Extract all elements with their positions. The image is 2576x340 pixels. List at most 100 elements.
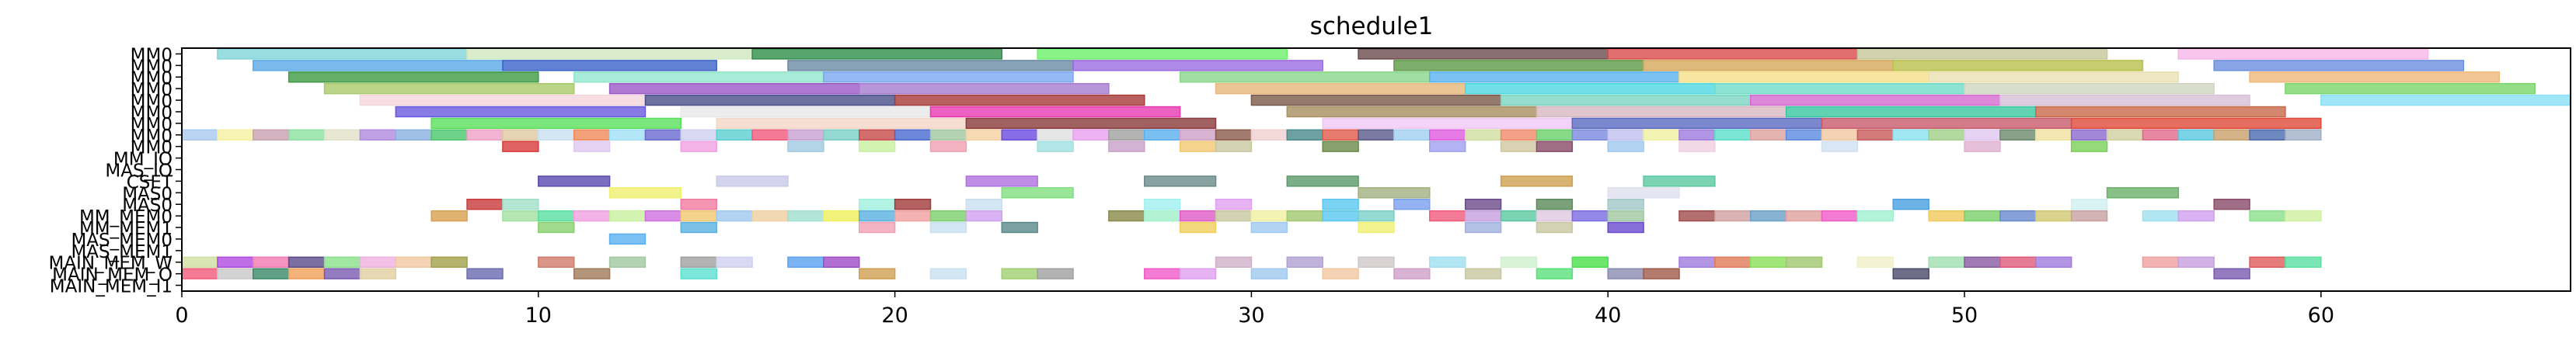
task-bar <box>430 210 468 222</box>
task-bar <box>1535 221 1574 234</box>
task-bar <box>2106 129 2144 141</box>
task-bar <box>1571 117 1823 130</box>
task-bar <box>1999 210 2037 222</box>
task-bar <box>823 256 860 268</box>
task-bar <box>1464 199 1502 210</box>
task-bar <box>1108 141 1145 152</box>
task-bar <box>466 199 504 210</box>
task-bar <box>608 129 647 141</box>
task-bar <box>1928 129 1965 141</box>
task-bar <box>858 82 1110 95</box>
task-bar <box>965 129 1003 141</box>
task-bar <box>929 210 967 222</box>
y-tick-label: MAS_IO <box>105 161 173 182</box>
task-bar <box>323 129 361 141</box>
y-tick-label: MAS_MEM0 <box>71 231 173 251</box>
task-bar <box>1928 210 1965 222</box>
task-bar <box>2285 256 2322 268</box>
task-bar <box>644 129 682 141</box>
task-bar <box>1037 129 1074 141</box>
x-tick-label: 50 <box>1951 304 1978 328</box>
task-bar <box>608 187 682 199</box>
task-bar <box>680 268 717 279</box>
task-bar <box>1821 210 1859 222</box>
x-tick-label: 10 <box>525 304 552 328</box>
task-bars <box>181 48 2571 279</box>
task-bar <box>1001 187 1074 199</box>
task-bar <box>1179 210 1217 222</box>
task-bar <box>1037 141 1074 152</box>
task-bar <box>1464 268 1502 279</box>
task-bar <box>430 117 682 130</box>
task-bar <box>502 141 539 152</box>
task-bar <box>2213 60 2465 71</box>
task-bar <box>1500 256 1538 268</box>
task-bar <box>1749 210 1787 222</box>
task-bar <box>1964 82 2215 95</box>
y-tick-label: MAS_MEM1 <box>71 242 173 262</box>
task-bar <box>1856 256 1895 268</box>
task-bar <box>929 141 967 152</box>
task-bar <box>608 210 647 222</box>
task-bar <box>787 256 824 268</box>
task-bar <box>288 268 326 279</box>
y-tick-label: MM0 <box>131 57 173 77</box>
task-bar <box>1072 60 1323 71</box>
task-bar <box>1535 268 1574 279</box>
task-bar <box>1250 94 1502 106</box>
task-bar <box>538 256 575 268</box>
task-bar <box>1678 256 1716 268</box>
x-tick-label: 60 <box>2308 304 2334 328</box>
task-bar <box>1500 175 1574 187</box>
task-bar <box>787 141 824 152</box>
task-bar <box>1607 48 1859 60</box>
task-bar <box>716 117 967 130</box>
task-bar <box>858 221 896 234</box>
task-bar <box>502 129 539 141</box>
task-bar <box>1393 60 1644 71</box>
task-bar <box>1892 199 1929 210</box>
task-bar <box>1964 256 2001 268</box>
task-bar <box>538 221 575 234</box>
task-bar <box>1821 129 1859 141</box>
task-bar <box>395 106 647 118</box>
task-bar <box>1001 268 1038 279</box>
task-bar <box>787 210 824 222</box>
task-bar <box>2106 187 2180 199</box>
y-tick-label: MM0 <box>131 80 173 100</box>
y-tick-label: MAIN_MEM_I1 <box>50 277 173 297</box>
task-bar <box>253 129 290 141</box>
task-bar <box>2320 94 2571 106</box>
task-bar <box>1892 129 1929 141</box>
x-axis-ticks: 0 10 20 30 40 50 60 <box>175 291 2334 328</box>
task-bar <box>1535 106 1787 118</box>
y-tick-label: MM0 <box>131 115 173 135</box>
task-bar <box>1179 141 1217 152</box>
task-bar <box>1571 256 1609 268</box>
task-bar <box>1215 141 1253 152</box>
y-tick-label: MM0 <box>131 68 173 88</box>
task-bar <box>1144 175 1217 187</box>
task-bar <box>751 210 789 222</box>
task-bar <box>965 199 1003 210</box>
task-bar <box>823 71 1074 83</box>
task-bar <box>1785 106 2037 118</box>
task-bar <box>2249 256 2286 268</box>
task-bar <box>1250 210 1288 222</box>
task-bar <box>253 60 504 71</box>
task-bar <box>1072 129 1110 141</box>
task-bar <box>1144 199 1181 210</box>
y-tick-label: MM0 <box>131 138 173 158</box>
task-bar <box>1535 141 1574 152</box>
task-bar <box>716 210 753 222</box>
y-tick-label: MM0 <box>131 127 173 147</box>
y-tick-label: MAS0 <box>122 184 173 204</box>
task-bar <box>1358 221 1395 234</box>
task-bar <box>288 256 326 268</box>
task-bar <box>1964 129 2001 141</box>
task-bar <box>1037 268 1074 279</box>
task-bar <box>2142 129 2180 141</box>
task-bar <box>1215 210 1253 222</box>
task-bar <box>1429 129 1466 141</box>
task-bar <box>894 199 932 210</box>
